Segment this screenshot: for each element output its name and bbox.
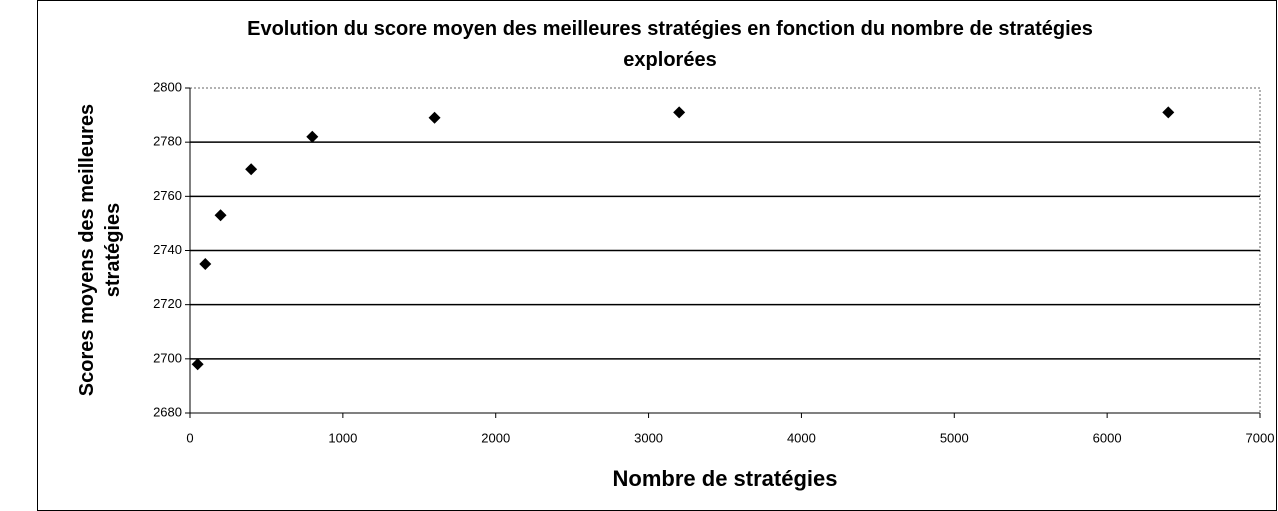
point	[1162, 106, 1175, 119]
x-tick-label: 5000	[940, 430, 969, 445]
point	[199, 258, 212, 271]
x-axis-title: Nombre de stratégies	[612, 466, 838, 491]
y-tick-label: 2760	[153, 188, 182, 203]
x-tick-label: 3000	[634, 430, 663, 445]
x-tick-label: 2000	[481, 430, 510, 445]
point	[214, 209, 227, 222]
point	[306, 130, 319, 143]
chart-title: Evolution du score moyen des meilleures …	[247, 18, 1093, 71]
x-tick-label: 0	[186, 430, 193, 445]
point	[428, 111, 441, 124]
x-tick-label: 7000	[1246, 430, 1275, 445]
x-tick-label: 1000	[328, 430, 357, 445]
y-tick-label: 2780	[153, 134, 182, 149]
y-tick-label: 2800	[153, 79, 182, 94]
point	[245, 163, 258, 176]
x-tick-label: 4000	[787, 430, 816, 445]
point	[673, 106, 686, 119]
y-tick-label: 2680	[153, 404, 182, 419]
y-tick-label: 2740	[153, 242, 182, 257]
x-tick-label: 6000	[1093, 430, 1122, 445]
y-tick-label: 2700	[153, 350, 182, 365]
y-tick-label: 2720	[153, 296, 182, 311]
y-axis-title: Scores moyens des meilleures stratégies	[76, 103, 124, 397]
point	[191, 358, 204, 371]
